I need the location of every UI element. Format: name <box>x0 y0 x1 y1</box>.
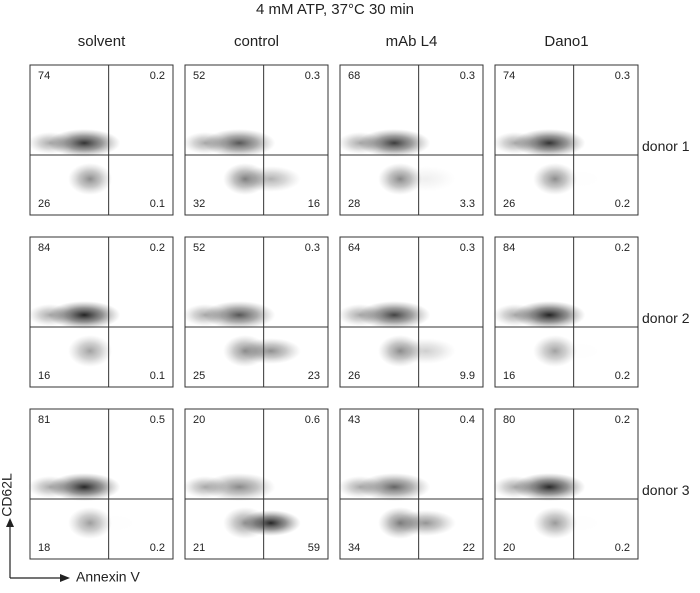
quadrant-value: 0.3 <box>305 242 320 254</box>
quadrant-value: 52 <box>193 242 205 254</box>
cell-cloud <box>395 166 456 192</box>
quadrant-value: 9.9 <box>460 370 475 382</box>
cell-cloud <box>551 338 611 364</box>
quadrant-value: 0.2 <box>150 70 165 82</box>
quadrant-value: 34 <box>348 542 360 554</box>
quadrant-value: 16 <box>38 370 50 382</box>
cell-cloud <box>533 163 578 195</box>
quadrant-value: 0.2 <box>615 370 630 382</box>
quadrant-value: 68 <box>348 70 360 82</box>
cell-cloud <box>493 476 538 498</box>
cell-cloud <box>551 510 611 536</box>
quadrant-value: 0.3 <box>460 242 475 254</box>
cell-cloud <box>86 338 146 364</box>
cell-cloud <box>68 163 113 195</box>
cell-cloud <box>240 338 301 364</box>
cell-cloud <box>533 507 578 539</box>
cell-cloud <box>551 166 611 192</box>
quadrant-value: 28 <box>348 198 360 210</box>
quadrant-value: 26 <box>503 198 515 210</box>
cell-cloud <box>68 507 113 539</box>
quadrant-value: 64 <box>348 242 360 254</box>
row-label: donor 3 <box>642 482 690 498</box>
cell-cloud <box>86 166 146 192</box>
y-arrowhead <box>6 518 14 527</box>
cell-cloud <box>28 304 73 326</box>
quadrant-value: 0.3 <box>615 70 630 82</box>
quadrant-value: 84 <box>38 242 50 254</box>
quadrant-value: 21 <box>193 542 205 554</box>
y-axis-label: CD62L <box>0 473 15 517</box>
quadrant-value: 32 <box>193 198 205 210</box>
cell-cloud <box>338 132 383 154</box>
quadrant-value: 25 <box>193 370 205 382</box>
cell-cloud <box>183 132 228 154</box>
cell-cloud <box>183 304 228 326</box>
quadrant-value: 0.6 <box>305 414 320 426</box>
x-axis-label: Annexin V <box>76 569 140 585</box>
cell-cloud <box>240 166 301 192</box>
cell-cloud <box>493 304 538 326</box>
cell-cloud <box>338 476 383 498</box>
quadrant-value: 43 <box>348 414 360 426</box>
quadrant-value: 0.3 <box>460 70 475 82</box>
cell-cloud <box>533 335 578 367</box>
row-label: donor 1 <box>642 138 690 154</box>
row-label: donor 2 <box>642 310 690 326</box>
quadrant-value: 74 <box>503 70 515 82</box>
quadrant-value: 0.1 <box>150 198 165 210</box>
title: 4 mM ATP, 37°C 30 min <box>256 1 414 18</box>
cell-cloud <box>240 510 301 536</box>
quadrant-value: 3.3 <box>460 198 475 210</box>
quadrant-value: 0.2 <box>150 242 165 254</box>
quadrant-value: 26 <box>38 198 50 210</box>
quadrant-value: 0.2 <box>615 242 630 254</box>
column-label: control <box>234 33 279 50</box>
quadrant-value: 0.2 <box>150 542 165 554</box>
quadrant-value: 81 <box>38 414 50 426</box>
cell-cloud <box>493 132 538 154</box>
quadrant-value: 80 <box>503 414 515 426</box>
quadrant-value: 84 <box>503 242 515 254</box>
column-label: mAb L4 <box>386 33 438 50</box>
quadrant-value: 0.2 <box>615 198 630 210</box>
quadrant-value: 16 <box>503 370 515 382</box>
cell-cloud <box>183 476 228 498</box>
cell-cloud <box>395 510 456 536</box>
cell-cloud <box>395 338 456 364</box>
quadrant-value: 16 <box>308 198 320 210</box>
quadrant-value: 59 <box>308 542 320 554</box>
quadrant-value: 26 <box>348 370 360 382</box>
x-arrowhead <box>60 574 70 582</box>
quadrant-value: 0.2 <box>615 414 630 426</box>
quadrant-value: 0.5 <box>150 414 165 426</box>
quadrant-value: 0.4 <box>460 414 475 426</box>
quadrant-value: 74 <box>38 70 50 82</box>
quadrant-value: 0.2 <box>615 542 630 554</box>
column-label: solvent <box>78 33 126 50</box>
quadrant-value: 0.1 <box>150 370 165 382</box>
cell-cloud <box>28 132 73 154</box>
quadrant-value: 20 <box>193 414 205 426</box>
quadrant-value: 0.3 <box>305 70 320 82</box>
column-label: Dano1 <box>544 33 588 50</box>
cell-cloud <box>68 335 113 367</box>
quadrant-value: 18 <box>38 542 50 554</box>
cell-cloud <box>86 510 146 536</box>
quadrant-value: 23 <box>308 370 320 382</box>
cell-cloud <box>338 304 383 326</box>
quadrant-value: 20 <box>503 542 515 554</box>
cell-cloud <box>28 476 73 498</box>
quadrant-value: 52 <box>193 70 205 82</box>
quadrant-value: 22 <box>463 542 475 554</box>
